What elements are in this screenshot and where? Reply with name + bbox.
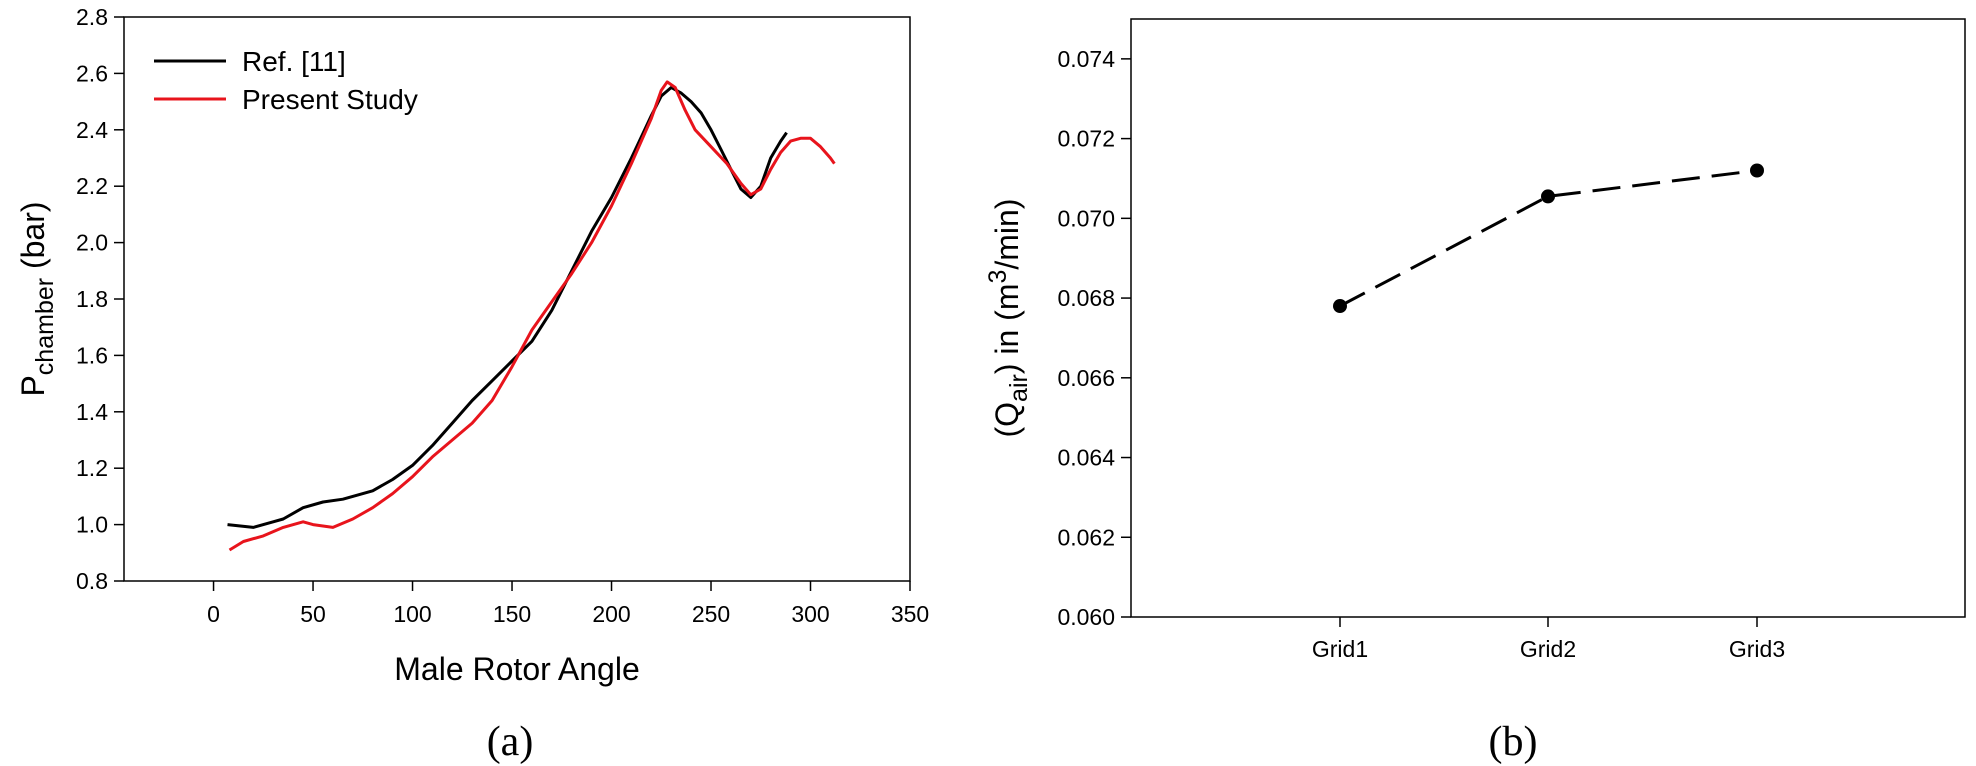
chart-a: 0.8 1.0 1.2 1.4 1.6 1.8 2.0 2.2 2.4 2.6 2.8 0 50 100… bbox=[15, 4, 929, 765]
x-tick-label-a: 100 bbox=[393, 601, 431, 627]
y-tick-label-b: 0.074 bbox=[1057, 46, 1115, 72]
x-tick-label-a: 0 bbox=[207, 601, 220, 627]
data-point-b bbox=[1750, 163, 1764, 178]
panel-label-a: (a) bbox=[487, 719, 534, 765]
x-tick-label-b: Grid3 bbox=[1729, 636, 1785, 662]
series-line-b bbox=[1339, 169, 1758, 308]
y-axis-label-a: Pchamber (bar) bbox=[15, 201, 59, 396]
y-tick-label-b: 0.060 bbox=[1057, 604, 1115, 630]
y-tick-label-a: 2.4 bbox=[76, 117, 108, 143]
series-line-ref bbox=[227, 86, 788, 529]
y-tick-label-a: 2.6 bbox=[76, 60, 108, 86]
legend-label-present: Present Study bbox=[242, 84, 418, 115]
data-point-b bbox=[1541, 189, 1555, 204]
x-tick-label-b: Grid1 bbox=[1312, 636, 1368, 662]
plot-frame-b bbox=[1130, 18, 1966, 618]
x-axis-label-a: Male Rotor Angle bbox=[394, 651, 639, 687]
y-tick-label-b: 0.068 bbox=[1057, 285, 1115, 311]
y-tick-label-a: 2.8 bbox=[76, 4, 108, 30]
y-tick-label-a: 2.0 bbox=[76, 230, 108, 256]
y-tick-label-b: 0.064 bbox=[1057, 445, 1115, 471]
x-axis-a: 0 50 100 150 200 250 300 350 bbox=[207, 581, 929, 627]
y-axis-b: 0.060 0.062 0.064 0.066 0.068 0.070 0.072 0.074 bbox=[1057, 46, 1131, 630]
y-tick-label-a: 1.6 bbox=[76, 342, 108, 368]
series-line-present bbox=[228, 80, 836, 552]
x-tick-label-a: 150 bbox=[493, 601, 531, 627]
legend-a: Ref. [11] Present Study bbox=[154, 46, 418, 115]
x-tick-label-a: 250 bbox=[692, 601, 730, 627]
y-tick-label-a: 2.2 bbox=[76, 173, 108, 199]
series-lines-a bbox=[227, 80, 836, 552]
x-tick-label-a: 300 bbox=[791, 601, 829, 627]
x-tick-label-a: 350 bbox=[891, 601, 929, 627]
x-tick-label-b: Grid2 bbox=[1520, 636, 1576, 662]
series-lines-b bbox=[1333, 163, 1764, 314]
y-tick-label-a: 1.8 bbox=[76, 286, 108, 312]
y-tick-label-b: 0.070 bbox=[1057, 205, 1115, 231]
y-tick-label-a: 0.8 bbox=[76, 568, 108, 594]
chart-b: 0.060 0.062 0.064 0.066 0.068 0.070 0.072 0.074… bbox=[984, 18, 1966, 765]
y-tick-label-b: 0.072 bbox=[1057, 126, 1115, 152]
y-tick-label-b: 0.062 bbox=[1057, 524, 1115, 550]
legend-label-ref: Ref. [11] bbox=[242, 46, 346, 77]
x-tick-label-a: 200 bbox=[592, 601, 630, 627]
data-point-b bbox=[1333, 299, 1347, 314]
y-axis-a: 0.8 1.0 1.2 1.4 1.6 1.8 2.0 2.2 2.4 2.6 2.8 bbox=[76, 4, 124, 594]
y-tick-label-a: 1.2 bbox=[76, 455, 108, 481]
y-tick-label-a: 1.4 bbox=[76, 399, 108, 425]
y-tick-label-b: 0.066 bbox=[1057, 365, 1115, 391]
y-tick-label-a: 1.0 bbox=[76, 512, 108, 538]
x-axis-b: Grid1 Grid2 Grid3 bbox=[1312, 617, 1785, 662]
panel-label-b: (b) bbox=[1489, 719, 1538, 765]
y-axis-label-b: (Qair) in (m3/min) bbox=[984, 198, 1033, 437]
x-tick-label-a: 50 bbox=[300, 601, 326, 627]
